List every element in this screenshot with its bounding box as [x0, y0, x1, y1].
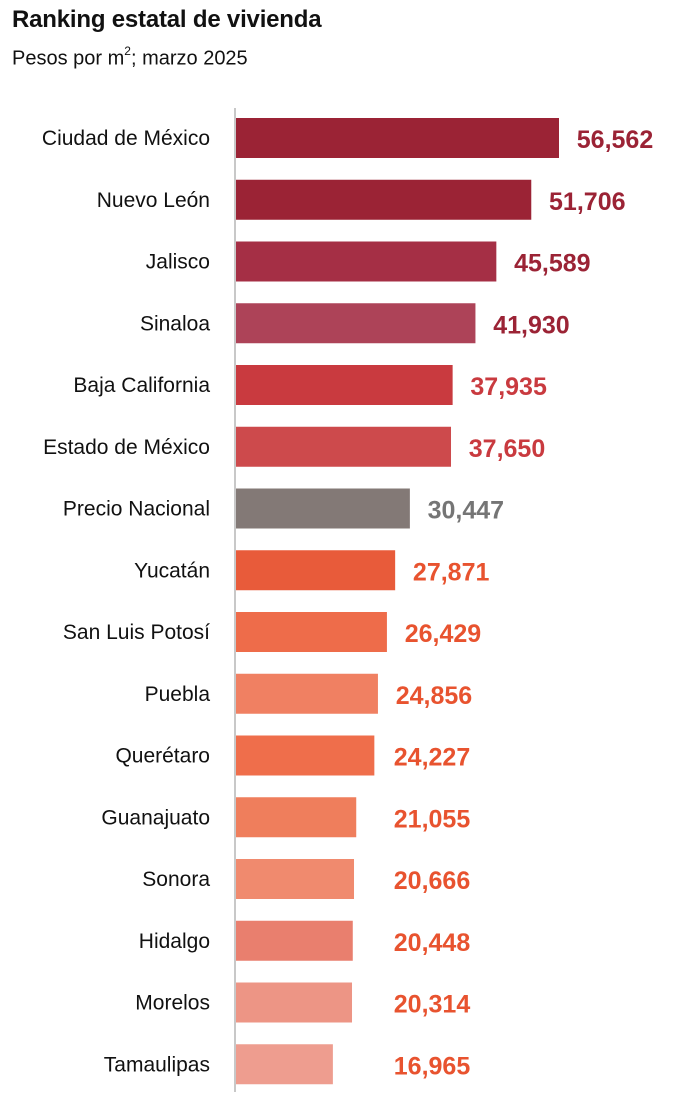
- bar: [236, 982, 353, 1023]
- bar: [236, 118, 559, 158]
- bar: [236, 365, 453, 405]
- category-label: Estado de México: [43, 436, 210, 459]
- category-label: Ciudad de México: [42, 127, 210, 150]
- value-label: 27,871: [413, 558, 490, 586]
- bar: [236, 859, 355, 899]
- value-label: 20,448: [394, 929, 471, 957]
- bar: [236, 612, 387, 652]
- bar: [236, 488, 410, 529]
- value-label: 56,562: [577, 126, 653, 154]
- category-label: San Luis Potosí: [63, 621, 210, 644]
- category-label: Jalisco: [146, 251, 210, 274]
- category-label: Puebla: [145, 683, 211, 706]
- bar: [236, 920, 353, 961]
- value-label: 20,314: [394, 991, 471, 1019]
- bar: [236, 673, 378, 714]
- value-label: 16,965: [394, 1052, 471, 1080]
- value-label: 24,856: [396, 682, 472, 710]
- category-label: Sonora: [142, 868, 210, 891]
- bar: [236, 426, 452, 467]
- category-label: Guanajuato: [101, 806, 210, 829]
- value-label: 30,447: [428, 497, 504, 525]
- bar: [236, 735, 375, 776]
- value-label: 41,930: [493, 311, 569, 339]
- value-label: 26,429: [405, 620, 481, 648]
- category-label: Nuevo León: [97, 189, 210, 212]
- category-label: Precio Nacional: [63, 498, 210, 521]
- value-label: 37,650: [469, 435, 545, 463]
- category-label: Yucatán: [134, 559, 210, 582]
- bar: [236, 797, 357, 838]
- chart-title: Ranking estatal de vivienda: [12, 6, 322, 33]
- bar: [236, 1044, 333, 1085]
- bar: [236, 241, 497, 282]
- value-label: 37,935: [470, 373, 547, 401]
- category-label: Querétaro: [115, 745, 210, 768]
- bar: [236, 303, 476, 344]
- category-label: Morelos: [135, 992, 210, 1015]
- value-label: 45,589: [514, 250, 590, 278]
- value-label: 20,666: [394, 867, 470, 895]
- category-label: Sinaloa: [140, 312, 210, 335]
- category-label: Tamaulipas: [104, 1053, 210, 1076]
- bar: [236, 550, 396, 591]
- value-label: 51,706: [549, 188, 625, 216]
- chart-subtitle: Pesos por m2; marzo 2025: [12, 44, 248, 70]
- value-label: 24,227: [394, 744, 470, 772]
- category-label: Baja California: [73, 374, 210, 397]
- value-label: 21,055: [394, 805, 471, 833]
- bar: [236, 179, 532, 220]
- category-label: Hidalgo: [139, 930, 210, 953]
